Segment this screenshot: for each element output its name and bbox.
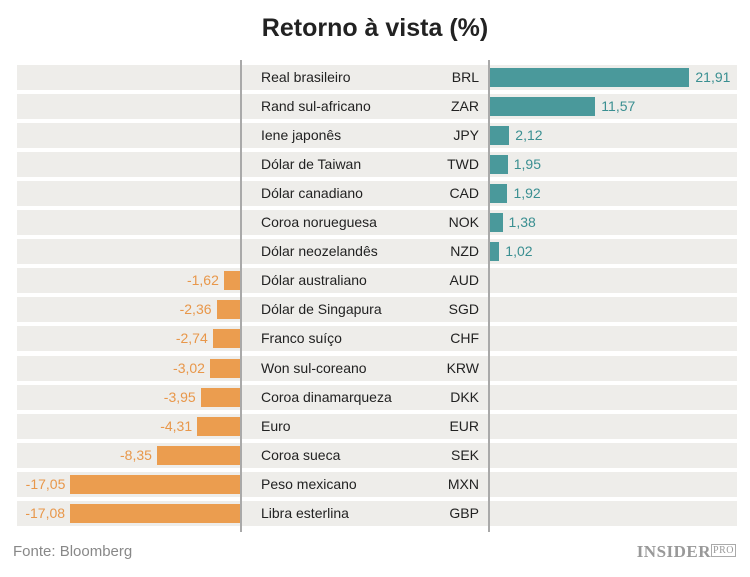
data-label: -17,05: [25, 475, 66, 492]
currency-code: KRW: [446, 359, 479, 376]
currency-code: TWD: [447, 156, 479, 173]
category-label: Dólar de Taiwan: [261, 156, 362, 173]
chart-row: -2,36 Dólar de Singapura SGD: [17, 297, 737, 323]
data-label: -8,35: [120, 446, 152, 463]
data-label: -3,95: [163, 388, 196, 405]
right-divider-axis: [488, 60, 490, 532]
bar: [490, 68, 690, 87]
currency-code: DKK: [450, 388, 479, 405]
category-label: Coroa norueguesa: [261, 214, 377, 231]
currency-code: CAD: [449, 185, 479, 202]
category-label: Dólar de Singapura: [261, 301, 382, 318]
chart-row: 2,12 Iene japonês JPY: [17, 123, 737, 149]
currency-code: CHF: [450, 330, 479, 347]
chart-row: 1,38 Coroa norueguesa NOK: [17, 210, 737, 236]
data-label: -3,02: [173, 359, 205, 376]
insider-pro-logo: INSIDER PRO: [636, 542, 736, 561]
data-label: -2,74: [175, 330, 208, 347]
currency-code: NOK: [448, 214, 479, 231]
left-divider-axis: [240, 60, 242, 532]
chart-row: -3,02 Won sul-coreano KRW: [17, 355, 737, 381]
chart-row: -17,08 Libra esterlina GBP: [17, 500, 737, 526]
bar: [156, 445, 240, 465]
chart-row: 1,95 Dólar de Taiwan TWD: [17, 152, 737, 178]
category-label: Dólar australiano: [261, 272, 367, 289]
data-label: 1,02: [505, 243, 533, 260]
chart-row: 1,02 Dólar neozelandês NZD: [17, 239, 737, 265]
category-label: Rand sul-africano: [261, 98, 371, 115]
currency-code: AUD: [449, 272, 479, 289]
data-label: 1,38: [508, 214, 536, 231]
data-label: -2,36: [179, 301, 212, 318]
category-label: Libra esterlina: [261, 504, 349, 521]
data-label: 1,95: [513, 156, 541, 173]
data-label: 21,91: [695, 69, 731, 85]
currency-code: EUR: [449, 417, 479, 434]
bar: [70, 474, 240, 494]
source-note: Fonte: Bloomberg: [13, 543, 133, 560]
chart-row: 1,92 Dólar canadiano CAD: [17, 181, 737, 207]
data-label: 2,12: [515, 127, 543, 144]
bar: [212, 329, 240, 349]
currency-code: SEK: [450, 446, 479, 463]
chart-row: 11,57 Rand sul-africano ZAR: [17, 94, 737, 120]
chart-row: -1,62 Dólar australiano AUD: [17, 268, 737, 294]
bar: [490, 126, 510, 146]
chart-row: -4,31 Euro EUR: [17, 413, 737, 439]
currency-code: GBP: [449, 504, 479, 521]
data-label: 11,57: [601, 98, 636, 115]
bar: [490, 184, 508, 204]
category-label: Euro: [261, 417, 291, 434]
bar: [216, 300, 240, 320]
bar: [490, 213, 503, 233]
chart-row: -17,05 Peso mexicano MXN: [17, 471, 737, 497]
category-label: Coroa sueca: [261, 446, 341, 463]
currency-code: NZD: [450, 243, 479, 260]
chart-row: -8,35 Coroa sueca SEK: [17, 442, 737, 468]
bar: [490, 155, 508, 175]
data-label: -17,08: [25, 504, 66, 521]
currency-code: MXN: [447, 475, 479, 492]
bar: [70, 503, 240, 523]
chart-row: -3,95 Coroa dinamarqueza DKK: [17, 384, 737, 410]
data-label: -4,31: [160, 417, 193, 434]
currency-code: ZAR: [451, 98, 479, 115]
category-label: Dólar neozelandês: [261, 243, 378, 260]
currency-code: SGD: [448, 301, 479, 318]
bar: [490, 97, 596, 117]
category-label: Franco suíço: [261, 330, 342, 347]
bar: [209, 358, 240, 378]
data-label: -1,62: [186, 272, 219, 289]
chart-title: Retorno à vista (%): [261, 14, 489, 42]
currency-code: BRL: [451, 69, 479, 85]
category-label: Peso mexicano: [261, 475, 357, 492]
bar: [490, 242, 500, 262]
category-label: Won sul-coreano: [261, 359, 367, 376]
bar: [197, 416, 240, 436]
chart-row: 21,91 Real brasileiro BRL: [17, 65, 737, 90]
bar: [223, 271, 240, 291]
data-label: 1,92: [513, 185, 541, 202]
category-label: Coroa dinamarqueza: [261, 388, 392, 405]
category-label: Dólar canadiano: [261, 185, 363, 202]
category-label: Iene japonês: [261, 127, 342, 144]
bar: [200, 387, 240, 407]
category-label: Real brasileiro: [261, 69, 351, 85]
currency-code: JPY: [453, 127, 479, 144]
chart-row: -2,74 Franco suíço CHF: [17, 326, 737, 352]
